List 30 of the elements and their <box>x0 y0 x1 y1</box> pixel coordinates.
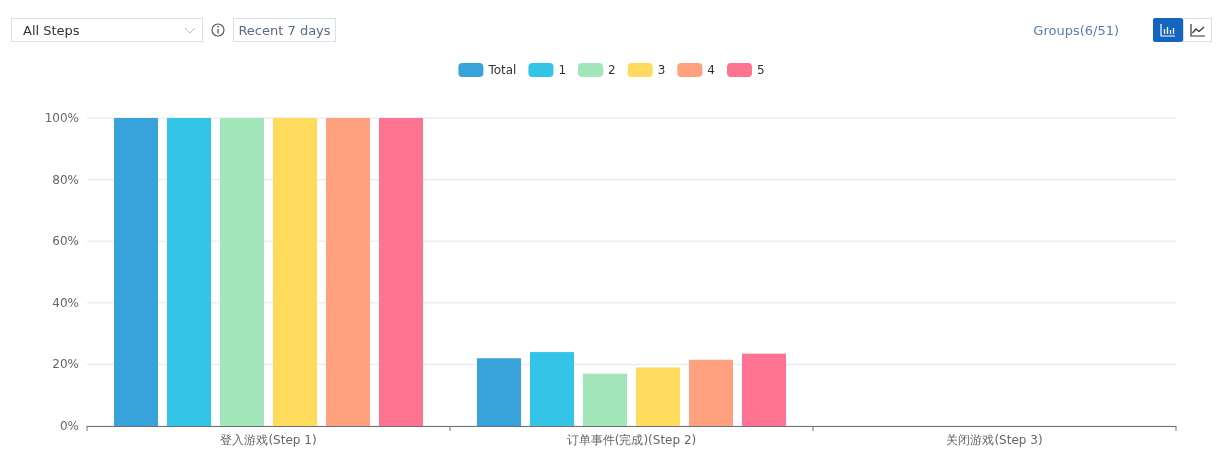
bar <box>220 118 264 426</box>
bar <box>742 353 786 426</box>
legend-label: 2 <box>608 63 616 77</box>
legend-label: 5 <box>756 63 765 77</box>
button-range: Recent 7 days <box>233 18 336 42</box>
bar <box>114 118 158 426</box>
bar <box>379 118 423 426</box>
bar <box>477 358 521 426</box>
y-tick-label: 100% <box>44 111 79 125</box>
x-tick-label: 登入游戏(Step 1) <box>220 433 317 447</box>
bar <box>636 367 680 426</box>
y-tick-label: 40% <box>52 295 79 310</box>
legend-label: 3 <box>657 63 666 77</box>
y-tick-label: 20% <box>52 357 79 372</box>
bar <box>167 118 211 426</box>
y-tick-label: 0% <box>59 419 79 433</box>
x-tick-label: 订单事件(完成)(Step 2) <box>566 433 697 447</box>
bar <box>326 118 370 426</box>
x-tick-label: 关闭游戏(Step 3) <box>946 433 1043 447</box>
legend-label: 1 <box>558 63 567 77</box>
y-tick-label: 60% <box>52 234 79 249</box>
groups-link: Groups(6/51) <box>1033 23 1119 38</box>
bar <box>689 359 733 426</box>
bar <box>530 352 574 426</box>
select-steps: All Steps <box>11 18 203 42</box>
legend-label: 4 <box>707 63 715 77</box>
bar <box>273 118 317 426</box>
legend-label: Total <box>487 63 517 77</box>
y-tick-label: 80% <box>52 172 79 187</box>
bar <box>583 373 627 426</box>
